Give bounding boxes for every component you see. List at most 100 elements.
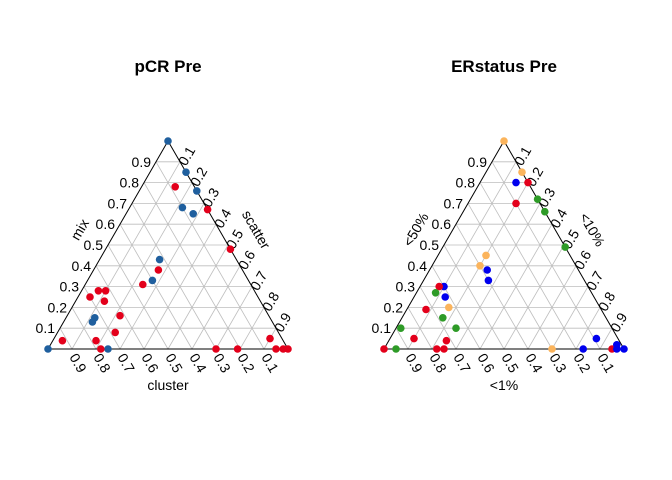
data-point <box>431 289 440 297</box>
grid-line <box>395 328 409 350</box>
grid-line <box>167 244 229 350</box>
axis-label-bottom: <1% <box>490 377 518 393</box>
data-point <box>422 305 430 314</box>
data-point <box>203 205 212 214</box>
data-point <box>116 311 124 320</box>
data-point <box>266 334 274 343</box>
data-point <box>272 345 280 353</box>
tick-label-left: 0.1 <box>372 320 392 336</box>
data-point <box>97 345 105 353</box>
data-point <box>512 178 520 187</box>
data-point <box>561 243 569 251</box>
tick-label-left: 0.7 <box>444 195 464 211</box>
ternary-panel-erstatus: ERstatus Pre <50% <10% <1% 0.10.10.10.20… <box>372 57 631 393</box>
data-point <box>193 187 201 195</box>
tick-label-left: 0.4 <box>408 258 428 274</box>
tick-label-bottom: 0.6 <box>138 351 162 376</box>
data-point <box>433 345 441 353</box>
tick-label-left: 0.7 <box>108 195 128 211</box>
data-point <box>58 336 67 345</box>
data-point <box>154 266 163 274</box>
data-point <box>92 336 100 345</box>
tick-label-bottom: 0.5 <box>162 351 186 376</box>
tick-label-bottom: 0.9 <box>402 351 426 376</box>
grid-line <box>503 244 565 350</box>
tick-label-bottom: 0.1 <box>594 351 618 376</box>
data-point <box>171 183 179 191</box>
data-point <box>182 168 190 176</box>
data-point <box>212 345 220 353</box>
axis-label-bottom: cluster <box>147 377 189 393</box>
data-points <box>380 137 628 353</box>
data-point <box>476 262 484 270</box>
grid-line <box>95 265 145 350</box>
grid-line <box>107 244 169 350</box>
data-point <box>442 336 451 345</box>
data-point <box>94 287 103 295</box>
tick-label-bottom: 0.5 <box>498 351 522 376</box>
tick-label-left: 0.1 <box>36 320 56 336</box>
data-point <box>164 137 172 145</box>
data-point <box>518 168 526 176</box>
tick-label-left: 0.5 <box>420 237 440 253</box>
axis-label-right: <10% <box>576 210 608 249</box>
data-point <box>592 334 601 343</box>
data-point <box>233 345 242 353</box>
data-point <box>139 280 147 289</box>
tick-label-bottom: 0.2 <box>570 351 594 376</box>
grid-line <box>215 286 253 350</box>
data-point <box>435 282 444 291</box>
grid-line <box>131 203 217 350</box>
data-point <box>439 314 447 322</box>
data-point <box>482 251 490 260</box>
data-point <box>512 199 520 208</box>
data-point <box>284 345 292 353</box>
chart-title: ERstatus Pre <box>451 57 557 76</box>
data-point <box>524 178 532 187</box>
tick-label-left: 0.5 <box>84 237 104 253</box>
triangle-frame <box>47 139 289 350</box>
data-point <box>445 303 453 312</box>
tick-label-bottom: 0.8 <box>426 351 450 376</box>
tick-label-left: 0.3 <box>396 279 416 295</box>
data-point <box>541 207 549 216</box>
grid-line <box>551 286 589 350</box>
tick-label-bottom: 0.1 <box>258 351 282 376</box>
data-point <box>620 345 628 353</box>
grid-line <box>443 244 505 350</box>
data-point <box>548 345 556 353</box>
data-point <box>88 318 97 326</box>
tick-label-left: 0.2 <box>384 299 404 315</box>
data-point <box>148 276 157 285</box>
tick-label-left: 0.6 <box>96 216 116 232</box>
tick-label-bottom: 0.7 <box>450 351 474 376</box>
data-point <box>484 276 493 285</box>
data-point <box>397 324 405 333</box>
data-point <box>104 345 112 353</box>
data-point <box>380 345 388 353</box>
tick-label-bottom: 0.4 <box>522 351 546 376</box>
tick-label-left: 0.6 <box>432 216 452 232</box>
grid-line <box>575 307 601 350</box>
grid-lines <box>395 161 613 350</box>
grid-line <box>239 307 265 350</box>
tick-label-left: 0.8 <box>456 175 476 191</box>
data-point <box>441 293 450 301</box>
data-point <box>483 266 492 274</box>
axis-label-right: scatter <box>239 207 274 252</box>
grid-line <box>191 265 241 350</box>
data-point <box>440 345 448 353</box>
grid-line <box>407 161 517 350</box>
data-point <box>178 203 187 212</box>
grid-line <box>599 328 613 350</box>
data-point <box>613 341 621 349</box>
grid-line <box>407 307 433 350</box>
data-point <box>500 137 508 145</box>
grid-line <box>71 161 181 350</box>
tick-label-left: 0.3 <box>60 279 80 295</box>
data-points <box>44 137 292 353</box>
data-point <box>86 293 94 301</box>
data-point <box>533 195 542 203</box>
data-point <box>226 245 235 253</box>
